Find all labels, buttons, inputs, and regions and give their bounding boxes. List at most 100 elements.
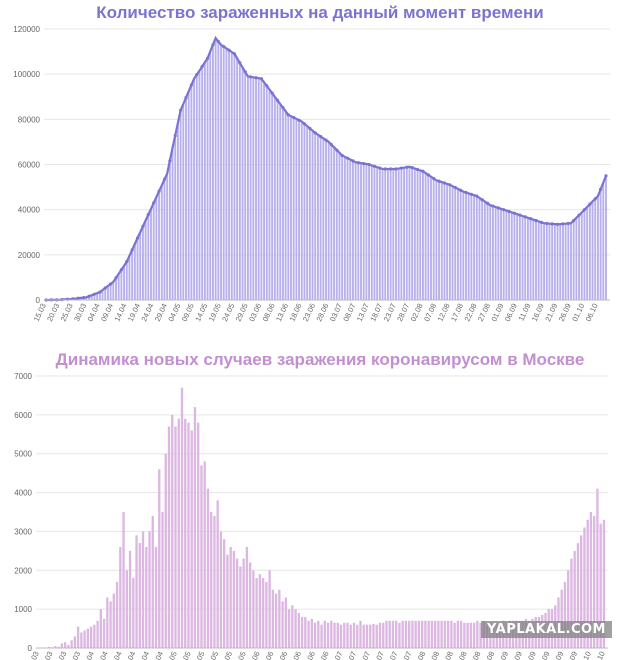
x-tick-label: 10 (581, 650, 593, 660)
data-point (173, 133, 177, 138)
bar (453, 622, 456, 648)
bar (268, 89, 271, 300)
bar (306, 126, 309, 300)
x-tick-label: 08 (485, 650, 497, 660)
bar (304, 616, 307, 648)
bar (271, 93, 274, 301)
data-point (286, 113, 290, 117)
bar (591, 201, 594, 300)
y-tick-label: 4000 (14, 489, 32, 498)
bar (388, 620, 391, 648)
bar (179, 110, 182, 300)
bar (265, 85, 268, 300)
data-point (238, 61, 242, 65)
y-tick-label: 120000 (13, 25, 40, 34)
bar (567, 570, 570, 648)
bar (483, 201, 486, 300)
bar (112, 593, 115, 648)
x-tick-label: 08 (429, 650, 441, 660)
y-tick-label: 2000 (14, 566, 32, 575)
data-point (572, 218, 576, 223)
data-point (577, 213, 581, 217)
data-point (502, 208, 506, 212)
bar (67, 644, 70, 648)
bar (535, 220, 537, 300)
data-point (496, 206, 500, 210)
data-point (232, 52, 237, 56)
x-tick-label: 04 (140, 650, 152, 660)
bar (470, 194, 473, 300)
bar (446, 183, 449, 300)
data-point (593, 197, 597, 201)
bar (564, 223, 567, 300)
bar (427, 174, 430, 300)
bar (128, 255, 131, 300)
bar (472, 622, 476, 648)
bar (235, 558, 239, 648)
bar (171, 148, 174, 300)
data-point (265, 84, 269, 88)
bar (365, 164, 368, 300)
bar (463, 622, 466, 648)
bar (553, 224, 556, 300)
bar (106, 597, 109, 648)
data-point (335, 148, 339, 152)
y-tick-label: 0 (28, 644, 33, 653)
data-point (76, 296, 80, 300)
bar (99, 609, 103, 648)
bar (249, 76, 252, 300)
bar (177, 418, 180, 648)
bar (443, 183, 446, 300)
x-tick-label: 06.10 (584, 302, 600, 323)
bar (119, 546, 122, 648)
x-tick-label: 08 (443, 650, 455, 660)
data-point (399, 166, 403, 170)
bar (297, 613, 300, 648)
bar (583, 209, 586, 300)
data-point (254, 76, 258, 80)
x-tick-label: 07 (360, 650, 372, 660)
bar (551, 223, 554, 300)
data-point (135, 236, 140, 240)
chart-svg-infected: 02000040000600008000010000012000015.0320… (13, 25, 610, 323)
bar (73, 636, 77, 648)
bar (300, 616, 304, 648)
bar (238, 62, 241, 300)
bar (287, 114, 290, 300)
bar (376, 167, 379, 300)
bar (279, 103, 282, 300)
bar (155, 197, 158, 300)
bar (466, 622, 469, 648)
bar (575, 217, 578, 300)
data-point (372, 164, 377, 168)
bar (580, 212, 583, 300)
x-tick-label: 05 (209, 650, 221, 660)
x-tick-label: 04 (98, 650, 110, 660)
y-tick-label: 20000 (18, 251, 41, 260)
bar (206, 58, 209, 300)
x-tick-label: 06 (291, 650, 303, 660)
bar (136, 238, 139, 300)
data-point (297, 118, 301, 122)
bar (307, 620, 310, 648)
x-tick-label: 03 (29, 650, 41, 660)
x-tick-label: 08 (471, 650, 483, 660)
bar (310, 618, 313, 648)
bar (190, 85, 193, 300)
y-tick-label: 6000 (14, 411, 32, 420)
data-point (351, 159, 355, 163)
bar (232, 550, 236, 648)
bar (85, 297, 88, 300)
bar (57, 646, 60, 648)
bar (424, 620, 427, 648)
x-tick-label: 09 (498, 650, 510, 660)
bar (158, 469, 161, 648)
bar (335, 150, 338, 300)
bar (411, 167, 414, 300)
bar (138, 543, 141, 648)
x-tick-label: 09 (554, 650, 566, 660)
data-point (92, 292, 97, 296)
bar (392, 169, 395, 300)
bar (438, 181, 441, 300)
x-tick-label: 07 (388, 650, 400, 660)
